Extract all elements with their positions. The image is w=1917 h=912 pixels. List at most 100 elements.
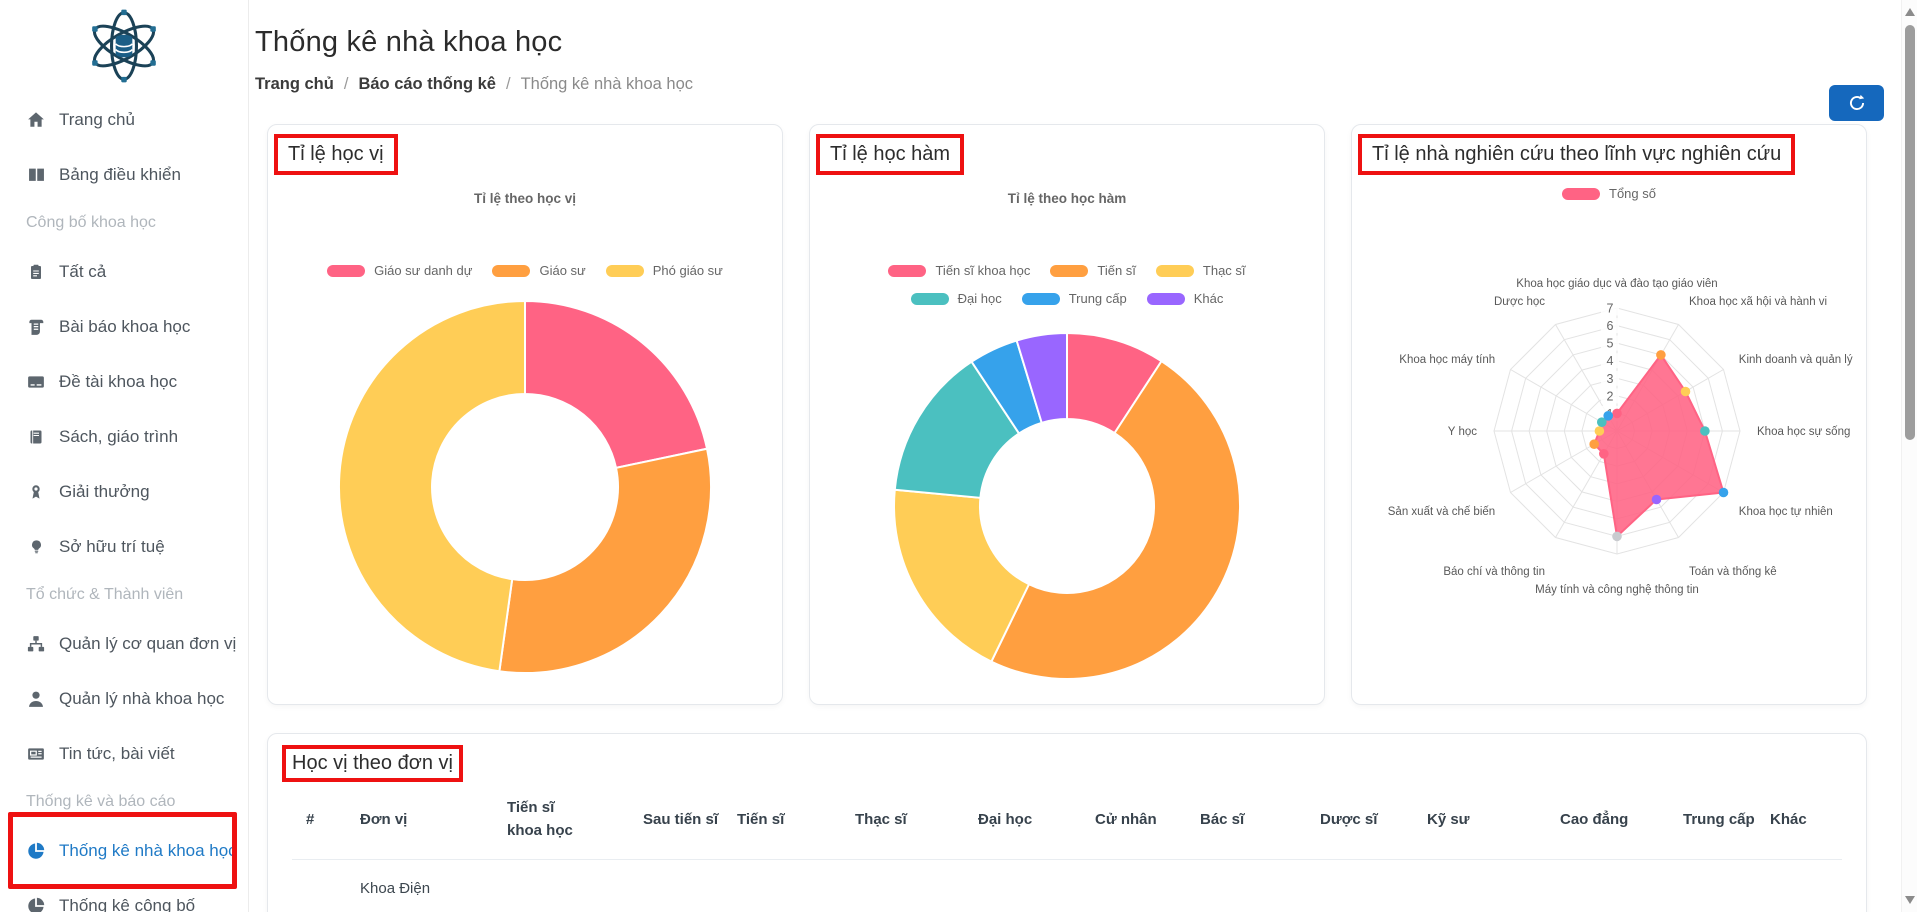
legend-label: Giáo sư danh dự — [374, 263, 473, 278]
radar-point[interactable] — [1594, 426, 1605, 436]
breadcrumb-item[interactable]: Trang chủ — [255, 75, 334, 93]
radar-tick-label: 7 — [1607, 302, 1614, 316]
scroll-down-arrow-icon[interactable] — [1905, 896, 1915, 904]
radar-point[interactable] — [1597, 417, 1607, 427]
sidebar-item-link[interactable]: Quản lý cơ quan đơn vị — [0, 616, 248, 671]
legend-item[interactable]: Phó giáo sư — [605, 260, 723, 282]
annotation-box: Học vị theo đơn vị — [282, 745, 463, 782]
radar-point[interactable] — [1599, 449, 1609, 459]
breadcrumb-item[interactable]: Báo cáo thống kê — [358, 75, 496, 93]
sidebar-item-link[interactable]: Quản lý nhà khoa học — [0, 671, 248, 726]
scroll-up-arrow-icon[interactable] — [1905, 8, 1915, 16]
sidebar-item-link[interactable]: Sở hữu trí tuệ — [0, 519, 248, 574]
home-icon — [26, 110, 46, 130]
donut-segment[interactable] — [1015, 331, 1068, 425]
sidebar-item-link[interactable]: Tin tức, bài viết — [0, 726, 248, 781]
pie-chart-icon — [26, 841, 46, 861]
table-column-header: Kỹ sư — [1427, 810, 1470, 828]
radar-axis-label: Dược học — [1494, 296, 1545, 308]
radar-point[interactable] — [1680, 386, 1691, 397]
legend-item[interactable]: Tiến sĩ khoa học — [888, 260, 1030, 282]
legend-label: Giáo sư — [539, 263, 586, 278]
legend-item[interactable]: Tiến sĩ — [1050, 260, 1136, 282]
sidebar-item-link[interactable]: Thống kê công bố — [0, 878, 248, 912]
legend-label: Khác — [1193, 291, 1224, 306]
sidebar-item-active[interactable]: Thống kê nhà khoa học — [0, 812, 248, 889]
legend-swatch — [1562, 188, 1600, 200]
radar-axis-label: Khoa học máy tính — [1399, 354, 1495, 366]
radar-tick-label: 6 — [1607, 319, 1614, 333]
legend-item[interactable]: Đại học — [910, 288, 1002, 310]
sidebar-item-label: Bài báo khoa học — [59, 316, 191, 336]
table-column-header: Bác sĩ — [1200, 810, 1245, 828]
radar-axis-label: Khoa học sự sống — [1757, 426, 1850, 438]
donut-segment[interactable] — [990, 359, 1242, 680]
table-column-header: Cao đẳng — [1560, 810, 1629, 828]
radar-tick-backdrop — [1601, 388, 1619, 404]
sidebar-item-link[interactable]: Giải thưởng — [0, 464, 248, 519]
medal-icon — [26, 482, 46, 502]
card-hoc-vi-theo-don-vi: Học vị theo đơn vị # Đơn vị Tiến sĩ khoa h… — [267, 733, 1867, 912]
legend-item[interactable]: Giáo sư — [492, 260, 586, 282]
scroll-icon — [26, 317, 46, 337]
legend-item[interactable]: Tổng số — [1562, 183, 1656, 205]
radar-point[interactable] — [1718, 487, 1729, 498]
sidebar-item-link[interactable]: Sách, giáo trình — [0, 409, 248, 464]
radar-point[interactable] — [1700, 426, 1710, 436]
radar-tick-label: 2 — [1607, 389, 1614, 403]
donut-segment[interactable] — [893, 360, 1021, 499]
app-logo[interactable] — [0, 0, 248, 92]
radar-axis-label: Kinh doanh và quản lý — [1739, 354, 1853, 366]
donut-segment[interactable] — [893, 488, 1031, 663]
radar-point[interactable] — [1656, 350, 1666, 360]
card-title: Tỉ lệ nhà nghiên cứu theo lĩnh vực nghiê… — [1372, 143, 1782, 165]
sidebar-item-label: Quản lý nhà khoa học — [59, 688, 225, 708]
clipboard-icon — [26, 262, 46, 282]
legend-item[interactable]: Thạc sĩ — [1155, 260, 1246, 282]
scrollbar-thumb[interactable] — [1905, 25, 1915, 440]
legend-swatch — [888, 265, 927, 277]
user-graduate-icon — [26, 689, 46, 709]
sidebar-nav: Trang chủ Bảng điều khiển Công bố khoa học… — [0, 92, 248, 912]
lightbulb-icon — [26, 537, 46, 557]
radar-point[interactable] — [1612, 531, 1622, 542]
table-column-header: Tiến sĩ — [737, 810, 785, 828]
donut-segment[interactable] — [337, 299, 526, 673]
main-content: Thống kê nhà khoa học Trang chủ / Báo cáo … — [249, 0, 1917, 912]
sidebar-item-label: Thống kê nhà khoa học — [59, 840, 237, 860]
card-linh-vuc-nghien-cuu: Tỉ lệ nhà nghiên cứu theo lĩnh vực nghiê… — [1351, 124, 1867, 705]
legend-item[interactable]: Trung cấp — [1021, 288, 1127, 310]
sidebar-item-link[interactable]: Bài báo khoa học — [0, 299, 248, 354]
radar-axis-label: Khoa học giáo dục và đào tạo giáo viên — [1516, 278, 1717, 290]
legend-swatch — [1155, 265, 1194, 277]
radar-tick-backdrop — [1601, 300, 1619, 316]
radar-axis-label: Toán và thống kê — [1689, 566, 1777, 578]
donut-segment[interactable] — [498, 447, 712, 674]
table-column-header: Đơn vị — [360, 810, 408, 828]
sidebar-item-link[interactable]: Trang chủ — [0, 92, 248, 147]
sidebar-item-label: Sở hữu trí tuệ — [59, 536, 165, 556]
table-column-header: Trung cấp — [1683, 810, 1755, 828]
refresh-button[interactable] — [1829, 85, 1884, 121]
radar-axis-label: Báo chí và thông tin — [1443, 566, 1545, 578]
legend-item[interactable]: Khác — [1146, 288, 1224, 310]
radar-point[interactable] — [1612, 408, 1622, 419]
legend-item[interactable]: Giáo sư danh dự — [327, 260, 472, 282]
donut-segment[interactable] — [524, 299, 709, 470]
sidebar-item-link[interactable]: Tất cả — [0, 244, 248, 299]
radar-tick-backdrop — [1601, 318, 1619, 334]
radar-point[interactable] — [1603, 411, 1613, 421]
sidebar-item-link[interactable]: Bảng điều khiển — [0, 147, 248, 202]
radar-tick-label: 3 — [1607, 372, 1614, 386]
legend-label: Tiến sĩ — [1097, 263, 1136, 278]
radar-point[interactable] — [1651, 494, 1662, 505]
sidebar-item-link[interactable]: Đề tài khoa học — [0, 354, 248, 409]
radar-tick-label: 4 — [1607, 354, 1614, 368]
sidebar-section-label: Tổ chức & Thành viên — [26, 586, 184, 603]
atom-database-logo — [92, 9, 156, 83]
radar-axis-label: Sản xuất và chế biến — [1388, 506, 1495, 518]
legend-label: Đại học — [957, 291, 1002, 306]
radar-point[interactable] — [1589, 439, 1599, 449]
chart-title: Tỉ lệ theo học hàm — [1007, 191, 1127, 206]
annotation-box: Tỉ lệ nhà nghiên cứu theo lĩnh vực nghiê… — [1357, 134, 1796, 175]
